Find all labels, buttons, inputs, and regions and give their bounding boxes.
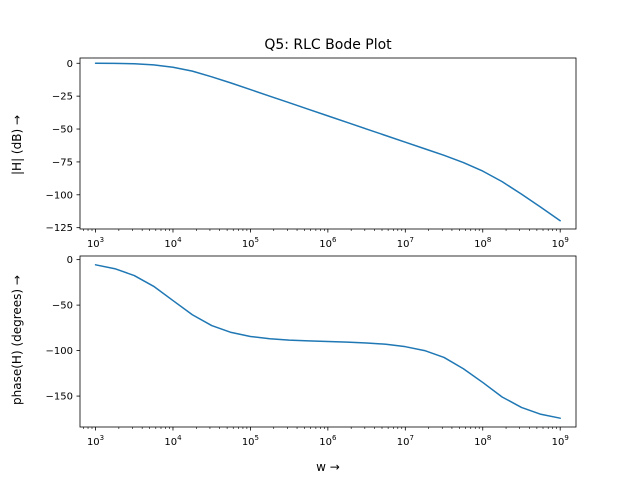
phase-y-tick-label: −100: [46, 346, 73, 357]
tick-base: 10: [87, 239, 100, 250]
phase-x-tick-label: 103: [87, 434, 104, 448]
magnitude-x-tick-label: 108: [474, 236, 491, 250]
tick-exponent: 3: [100, 236, 104, 244]
magnitude-x-tick-label: 107: [397, 236, 414, 250]
magnitude-x-tick-label: 103: [87, 236, 104, 250]
tick-exponent: 6: [332, 434, 337, 442]
magnitude-y-tick-label: 0: [67, 59, 73, 70]
tick-base: 10: [474, 239, 487, 250]
tick-exponent: 7: [409, 236, 413, 244]
tick-base: 10: [164, 239, 177, 250]
phase-x-tick-label: 109: [552, 434, 569, 448]
tick-base: 10: [242, 437, 255, 448]
phase-x-tick-label: 105: [242, 434, 259, 448]
phase-x-tick-label: 104: [164, 434, 182, 448]
chart-title: Q5: RLC Bode Plot: [264, 37, 392, 53]
tick-base: 10: [319, 437, 332, 448]
magnitude-series: [94, 62, 561, 222]
tick-base: 10: [552, 239, 565, 250]
phase-panel: phase(H) (degrees) → w → 103 104 105 106 107…: [10, 255, 577, 474]
phase-x-tick-label: 106: [319, 434, 337, 448]
tick-exponent: 5: [255, 434, 259, 442]
tick-exponent: 3: [100, 434, 104, 442]
magnitude-x-tick-label: 104: [164, 236, 182, 250]
x-axis-label: w →: [316, 460, 340, 474]
tick-exponent: 7: [409, 434, 413, 442]
phase-y-tick-label: 0: [67, 255, 73, 266]
magnitude-panel: Q5: RLC Bode Plot |H| (dB) → 103 104 105 10…: [10, 37, 577, 250]
phase-x-tick-label: 108: [474, 434, 491, 448]
tick-exponent: 4: [177, 236, 182, 244]
tick-base: 10: [87, 437, 100, 448]
magnitude-y-tick-label: −100: [46, 190, 73, 201]
magnitude-x-tick-label: 109: [552, 236, 569, 250]
phase-y-tick-label: −150: [46, 392, 73, 403]
magnitude-y-axis-label: |H| (dB) →: [10, 115, 24, 175]
tick-base: 10: [397, 239, 410, 250]
magnitude-y-tick-label: −125: [46, 223, 73, 234]
magnitude-series-line: [94, 62, 561, 222]
tick-exponent: 6: [332, 236, 337, 244]
magnitude-y-tick-label: −50: [52, 125, 73, 136]
magnitude-y-tick-label: −25: [52, 92, 73, 103]
tick-base: 10: [552, 437, 565, 448]
tick-exponent: 9: [564, 434, 568, 442]
tick-base: 10: [319, 239, 332, 250]
tick-base: 10: [474, 437, 487, 448]
tick-exponent: 5: [255, 236, 259, 244]
tick-exponent: 8: [487, 236, 491, 244]
magnitude-x-tick-label: 106: [319, 236, 337, 250]
phase-y-tick-label: −50: [52, 301, 73, 312]
phase-series: [94, 264, 561, 419]
magnitude-x-tick-label: 105: [242, 236, 259, 250]
tick-exponent: 8: [487, 434, 491, 442]
tick-base: 10: [164, 437, 177, 448]
phase-y-axis-label: phase(H) (degrees) →: [10, 275, 24, 405]
phase-series-line: [94, 264, 561, 419]
tick-exponent: 4: [177, 434, 182, 442]
tick-exponent: 9: [564, 236, 568, 244]
tick-base: 10: [242, 239, 255, 250]
phase-x-tick-label: 107: [397, 434, 414, 448]
tick-base: 10: [397, 437, 410, 448]
magnitude-y-tick-label: −75: [52, 157, 73, 168]
